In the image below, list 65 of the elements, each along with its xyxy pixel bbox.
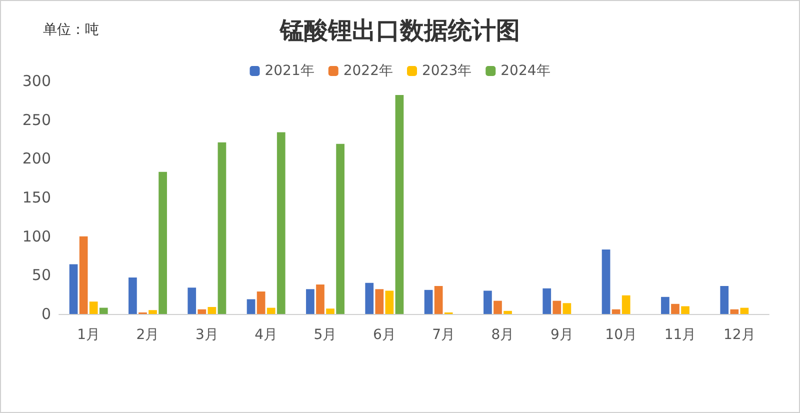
y-tick-label: 300 xyxy=(22,72,51,90)
bar xyxy=(375,289,384,314)
bar xyxy=(128,277,137,314)
bar xyxy=(266,308,276,314)
y-tick-label: 0 xyxy=(41,305,51,323)
legend-label: 2024年 xyxy=(500,63,550,79)
bar xyxy=(612,309,620,314)
bar xyxy=(306,289,314,314)
bar xyxy=(218,142,226,314)
x-tick-label: 10月 xyxy=(605,327,637,343)
x-tick-label: 4月 xyxy=(254,327,278,343)
y-tick-label: 150 xyxy=(22,188,51,206)
x-tick-label: 11月 xyxy=(664,327,696,343)
x-tick-label: 3月 xyxy=(195,327,218,343)
x-tick-label: 2月 xyxy=(136,327,160,343)
bar xyxy=(424,290,433,314)
x-tick-label: 7月 xyxy=(432,327,456,343)
bar xyxy=(484,290,492,314)
x-tick-label: 1月 xyxy=(77,327,100,343)
text: 单位：吨 xyxy=(43,22,99,38)
bar xyxy=(622,295,630,314)
bar xyxy=(158,172,167,314)
x-tick-label: 6月 xyxy=(372,327,396,343)
bar xyxy=(661,296,670,314)
y-tick-label: 250 xyxy=(22,110,51,129)
bar xyxy=(188,288,196,314)
bar xyxy=(246,299,256,314)
chart-title: 锰酸锂出口数据统计图 xyxy=(279,16,520,44)
bar xyxy=(395,94,404,314)
bar xyxy=(326,308,334,314)
bar xyxy=(552,300,562,314)
y-tick-label: 100 xyxy=(22,227,51,246)
bar xyxy=(365,282,374,314)
bar xyxy=(671,304,680,314)
bar xyxy=(208,307,216,314)
y-tick-label: 50 xyxy=(32,266,51,284)
bar xyxy=(198,309,206,314)
x-tick-label: 5月 xyxy=(314,327,337,343)
bar xyxy=(89,302,98,314)
x-tick-label: 8月 xyxy=(491,327,514,343)
bar xyxy=(720,286,729,314)
bar xyxy=(602,250,610,314)
bar xyxy=(316,284,324,314)
x-tick-label: 9月 xyxy=(550,327,574,343)
bar xyxy=(542,288,552,314)
bar xyxy=(69,264,78,314)
legend-label: 2023年 xyxy=(422,63,472,79)
bar xyxy=(494,300,502,314)
legend-label: 2021年 xyxy=(264,63,314,79)
bar xyxy=(730,309,739,314)
bar xyxy=(434,286,443,314)
bar xyxy=(681,306,690,314)
bar xyxy=(504,310,512,314)
y-tick-label: 200 xyxy=(22,150,51,168)
bar xyxy=(562,303,572,314)
bar xyxy=(276,132,286,314)
bar xyxy=(385,290,394,314)
bar xyxy=(256,291,266,314)
bar xyxy=(148,310,157,314)
x-tick-label: 12月 xyxy=(724,327,756,343)
bar xyxy=(740,308,749,314)
bar xyxy=(336,144,344,314)
bar xyxy=(99,308,108,314)
legend-label: 2022年 xyxy=(343,63,394,79)
bar xyxy=(79,236,88,314)
